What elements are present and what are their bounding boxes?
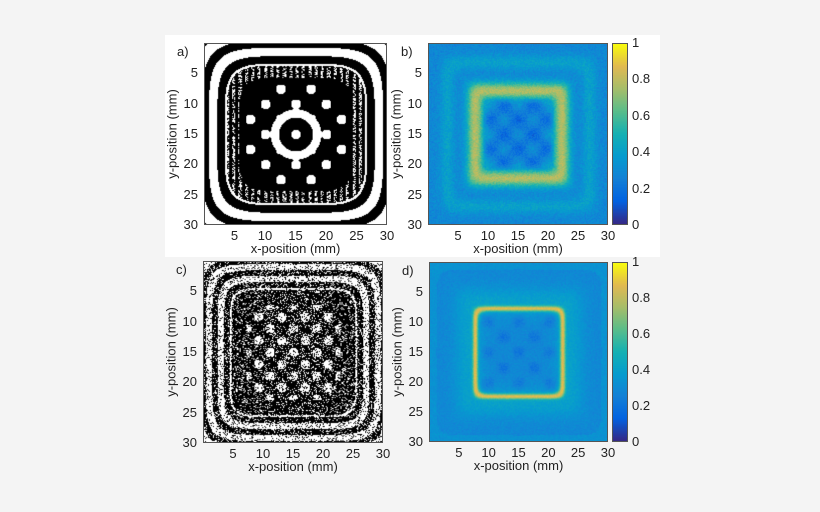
panel-label: a) (177, 44, 189, 59)
x-tick-label: 10 (480, 228, 496, 243)
colorbar-tick-label: 0.4 (632, 362, 651, 377)
y-tick-label: 5 (190, 65, 198, 81)
x-tick-label: 20 (318, 228, 334, 243)
y-tick-label: 5 (415, 284, 423, 299)
x-tick-label: 15 (510, 228, 526, 243)
colorbar (612, 43, 628, 225)
x-tick-label: 15 (288, 228, 303, 243)
colorbar-tick-label: 0.2 (632, 180, 651, 196)
colorbar-tick-label: 0 (632, 434, 640, 449)
x-tick-label: 25 (349, 228, 364, 243)
x-tick-label: 25 (570, 445, 586, 460)
y-tick-label: 10 (408, 314, 423, 329)
colorbar-tick-label: 0.4 (632, 144, 651, 160)
colorbar-tick-label: 0.6 (632, 107, 651, 123)
x-tick-label: 30 (375, 446, 391, 461)
y-tick-label: 25 (182, 404, 197, 420)
y-axis-label: y-position (mm) (164, 89, 180, 179)
colorbar-gradient (613, 44, 627, 224)
y-tick-label: 5 (414, 65, 422, 81)
heatmap-image (429, 44, 607, 224)
colorbar-tick-label: 0.8 (632, 71, 651, 87)
y-tick-label: 30 (407, 217, 422, 232)
y-tick-label: 25 (407, 186, 422, 202)
y-tick-label: 10 (182, 313, 197, 329)
y-tick-label: 20 (408, 374, 423, 389)
x-tick-label: 5 (230, 228, 239, 243)
x-tick-label: 20 (540, 228, 556, 243)
x-tick-label: 15 (511, 445, 526, 460)
x-axis-label: x-position (mm) (473, 458, 564, 473)
heatmap-plot-a (204, 43, 387, 225)
x-tick-label: 20 (315, 446, 331, 461)
x-tick-label: 5 (229, 446, 237, 461)
colorbar-tick-label: 0.6 (632, 326, 651, 341)
y-tick-label: 30 (408, 434, 423, 449)
x-tick-label: 30 (379, 228, 395, 243)
y-axis-label: y-position (mm) (389, 307, 405, 397)
y-tick-label: 10 (407, 95, 422, 111)
y-tick-label: 15 (182, 344, 197, 359)
y-tick-label: 25 (183, 186, 198, 202)
x-tick-label: 10 (481, 445, 496, 460)
heatmap-image (204, 262, 382, 442)
x-tick-label: 30 (600, 228, 616, 243)
x-axis-label: x-position (mm) (250, 241, 341, 256)
y-tick-label: 20 (182, 374, 197, 390)
x-tick-label: 10 (257, 228, 273, 243)
y-tick-label: 15 (408, 344, 423, 359)
y-tick-label: 15 (407, 126, 422, 141)
y-tick-label: 20 (407, 156, 422, 172)
y-tick-label: 30 (182, 435, 197, 450)
colorbar-gradient (613, 263, 627, 441)
heatmap-image (205, 44, 386, 224)
heatmap-plot-c (203, 261, 383, 443)
x-tick-label: 10 (255, 446, 271, 461)
panel-label: d) (402, 263, 414, 278)
x-tick-label: 5 (454, 228, 462, 243)
y-tick-label: 10 (183, 95, 198, 111)
y-axis-label: y-position (mm) (163, 307, 179, 397)
panel-label: c) (176, 262, 187, 277)
y-tick-label: 20 (183, 156, 198, 172)
x-tick-label: 20 (541, 445, 556, 460)
y-tick-label: 30 (183, 217, 198, 232)
heatmap-plot-d (429, 262, 608, 442)
x-tick-label: 25 (345, 446, 361, 461)
x-axis-label: x-position (mm) (473, 241, 563, 256)
x-axis-label: x-position (mm) (248, 459, 338, 474)
x-tick-label: 15 (285, 446, 301, 461)
y-axis-label: y-position (mm) (388, 89, 404, 179)
x-tick-label: 30 (600, 445, 616, 460)
y-tick-label: 5 (189, 283, 197, 299)
colorbar-tick-label: 0.8 (632, 290, 651, 305)
y-tick-label: 25 (408, 404, 423, 419)
heatmap-image (430, 263, 607, 441)
heatmap-plot-b (428, 43, 608, 225)
colorbar-tick-label: 1 (632, 254, 640, 269)
colorbar-tick-label: 0.2 (632, 398, 651, 413)
x-tick-label: 25 (570, 228, 586, 243)
x-tick-label: 5 (455, 445, 463, 460)
colorbar-tick-label: 1 (632, 35, 640, 50)
colorbar (612, 262, 628, 442)
y-tick-label: 15 (183, 126, 198, 141)
colorbar-tick-label: 0 (632, 217, 640, 232)
panel-label: b) (401, 44, 413, 59)
